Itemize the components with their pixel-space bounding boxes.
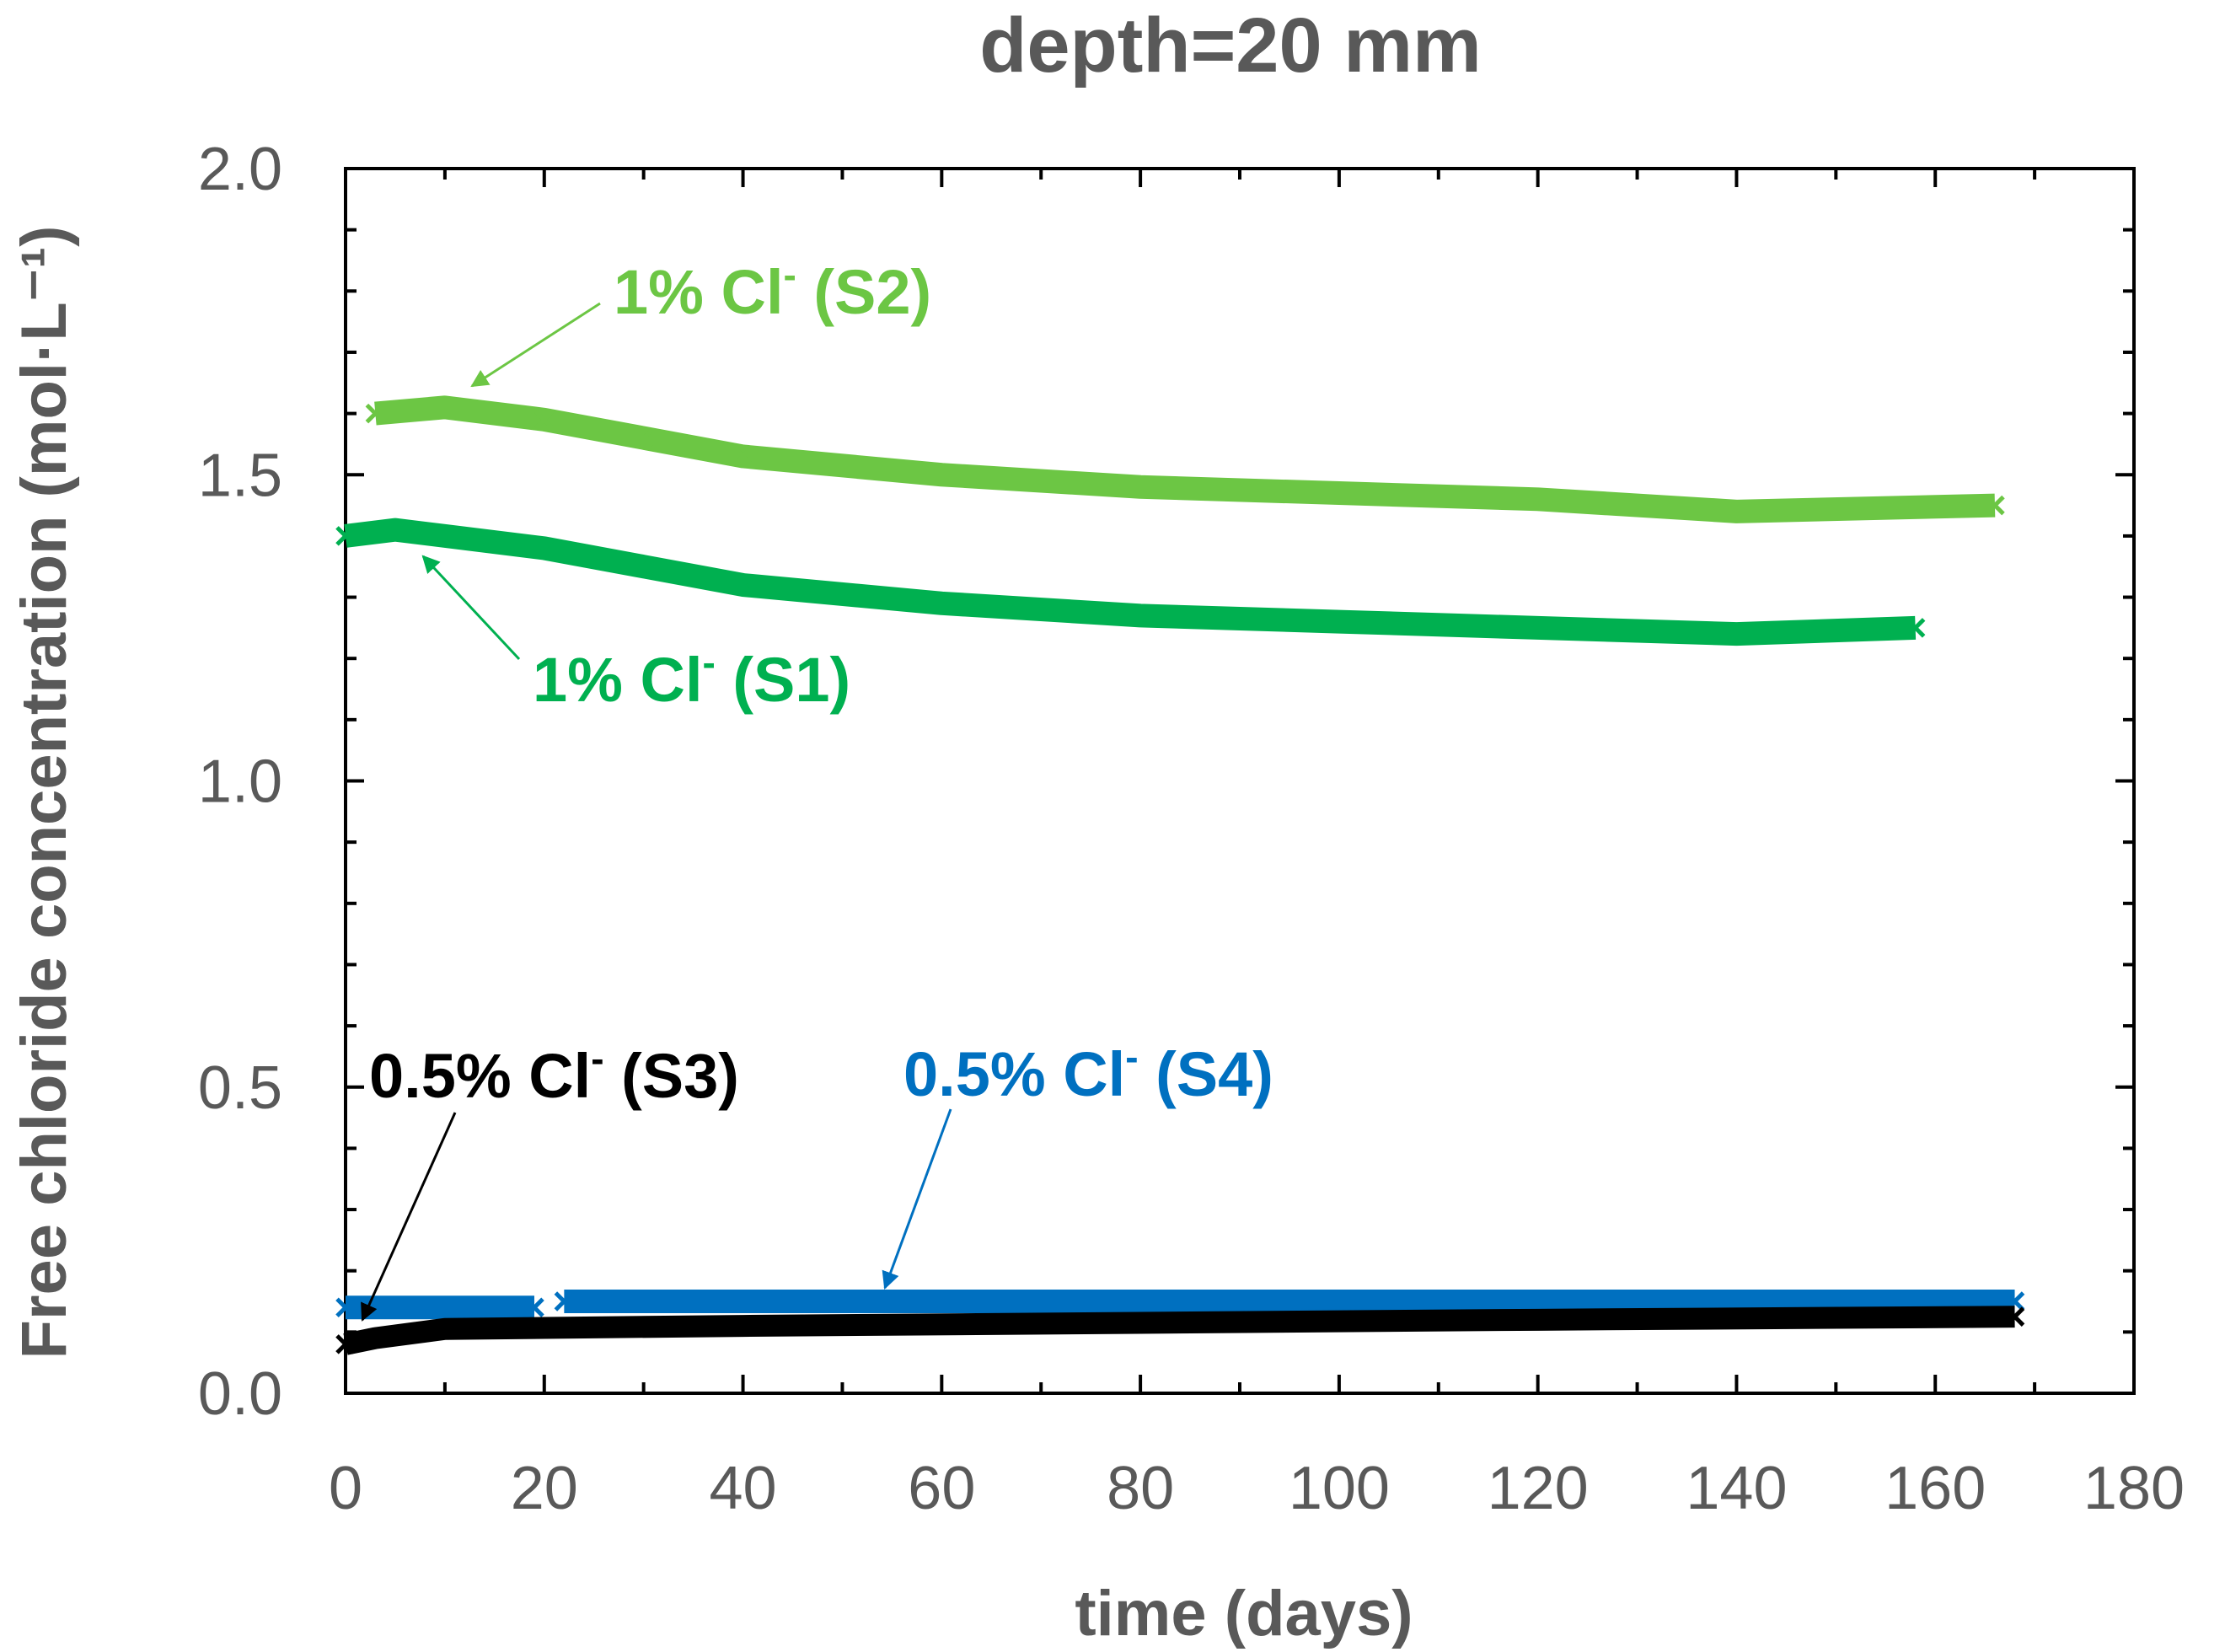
- data-point-s2: [931, 464, 952, 485]
- data-point-s2: [1527, 489, 1548, 510]
- y-axis-label: Free chloride concentration (mol·L⁻¹): [8, 226, 80, 1360]
- y-tick-label: 0.0: [198, 1360, 282, 1428]
- data-point-s3: [732, 1316, 753, 1336]
- data-point-s4: [1726, 1291, 1747, 1311]
- data-point-s1: [1329, 611, 1349, 632]
- data-point-s3: [1130, 1312, 1150, 1333]
- data-point-s1: [435, 526, 455, 546]
- y-tick-label: 2.0: [198, 136, 282, 203]
- x-tick-label: 60: [908, 1455, 975, 1522]
- series-label-s1: 1% Cl- (S1): [533, 641, 850, 715]
- data-point-s3: [2004, 1306, 2025, 1327]
- series-line-s2: [374, 395, 1996, 523]
- plot-frame: [344, 167, 2136, 1395]
- data-point-s2: [1130, 477, 1150, 497]
- series-line-s1: [344, 518, 1917, 646]
- data-point-s1: [931, 593, 952, 614]
- data-point-s4: [524, 1297, 544, 1318]
- series-label-s3: 0.5% Cl- (S3): [369, 1037, 739, 1111]
- x-tick-label: 20: [511, 1455, 578, 1522]
- data-point-s2: [732, 446, 753, 467]
- annotations: 1% Cl- (S2) 1% Cl- (S1) 0.5% Cl- (S3) 0.5% …: [361, 253, 1273, 1322]
- x-tick-label: 160: [1885, 1455, 1986, 1522]
- series-s4: [335, 1290, 2025, 1320]
- data-point-s4: [1329, 1291, 1349, 1311]
- data-point-s1: [1130, 605, 1150, 626]
- y-tick-label: 1.5: [198, 442, 282, 509]
- chart-title: depth=20 mm: [979, 3, 1482, 88]
- data-point-s3: [365, 1328, 386, 1349]
- data-point-s1: [335, 526, 356, 546]
- series-s1: [335, 518, 1926, 646]
- data-point-s1: [534, 538, 555, 559]
- x-tick-label: 120: [1488, 1455, 1589, 1522]
- plot-border: [344, 167, 2136, 1395]
- data-point-s3: [435, 1318, 455, 1339]
- x-tick-label: 0: [329, 1455, 362, 1522]
- series-layer: [335, 395, 2025, 1355]
- data-point-s1: [633, 556, 654, 577]
- x-tick-label: 180: [2083, 1455, 2185, 1522]
- x-tick-label: 80: [1107, 1455, 1174, 1522]
- series-s3: [335, 1306, 2025, 1355]
- data-point-s2: [365, 403, 386, 424]
- data-point-s4: [554, 1291, 575, 1311]
- annotation-arrow-s3: [361, 1112, 457, 1322]
- data-point-s4: [335, 1297, 356, 1318]
- y-tick-label: 1.0: [198, 748, 282, 816]
- data-point-s1: [1527, 618, 1548, 638]
- data-point-s4: [931, 1291, 952, 1311]
- data-point-s2: [633, 427, 654, 448]
- data-point-s3: [1527, 1310, 1548, 1330]
- tick-labels: 0 20 40 60 80 100 120 140 160 180 0.0 0.5 1.0 1.5 2.0: [198, 136, 2185, 1522]
- data-point-s2: [435, 397, 455, 418]
- data-point-s2: [1726, 502, 1747, 522]
- x-axis-label: time (days): [1075, 1578, 1413, 1649]
- series-s2: [365, 395, 2005, 523]
- data-point-s1: [1726, 624, 1747, 644]
- data-point-s1: [1905, 618, 1926, 638]
- data-point-s2: [534, 410, 555, 430]
- data-point-s2: [1329, 483, 1349, 503]
- annotation-arrow-s2: [470, 302, 601, 388]
- axis-ticks: [344, 167, 2136, 1395]
- x-tick-label: 40: [710, 1455, 777, 1522]
- annotation-arrow-s1: [421, 555, 521, 661]
- data-point-s1: [385, 519, 405, 540]
- data-point-s1: [732, 575, 753, 595]
- series-label-s4: 0.5% Cl- (S4): [903, 1035, 1273, 1109]
- y-tick-label: 0.5: [198, 1054, 282, 1122]
- data-point-s3: [335, 1334, 356, 1354]
- series-label-s2: 1% Cl- (S2): [614, 253, 931, 327]
- series-line-s3: [343, 1306, 2015, 1355]
- annotation-arrow-s4: [882, 1108, 952, 1290]
- data-point-s2: [1985, 495, 2005, 516]
- x-tick-label: 140: [1686, 1455, 1787, 1522]
- x-tick-label: 100: [1289, 1455, 1390, 1522]
